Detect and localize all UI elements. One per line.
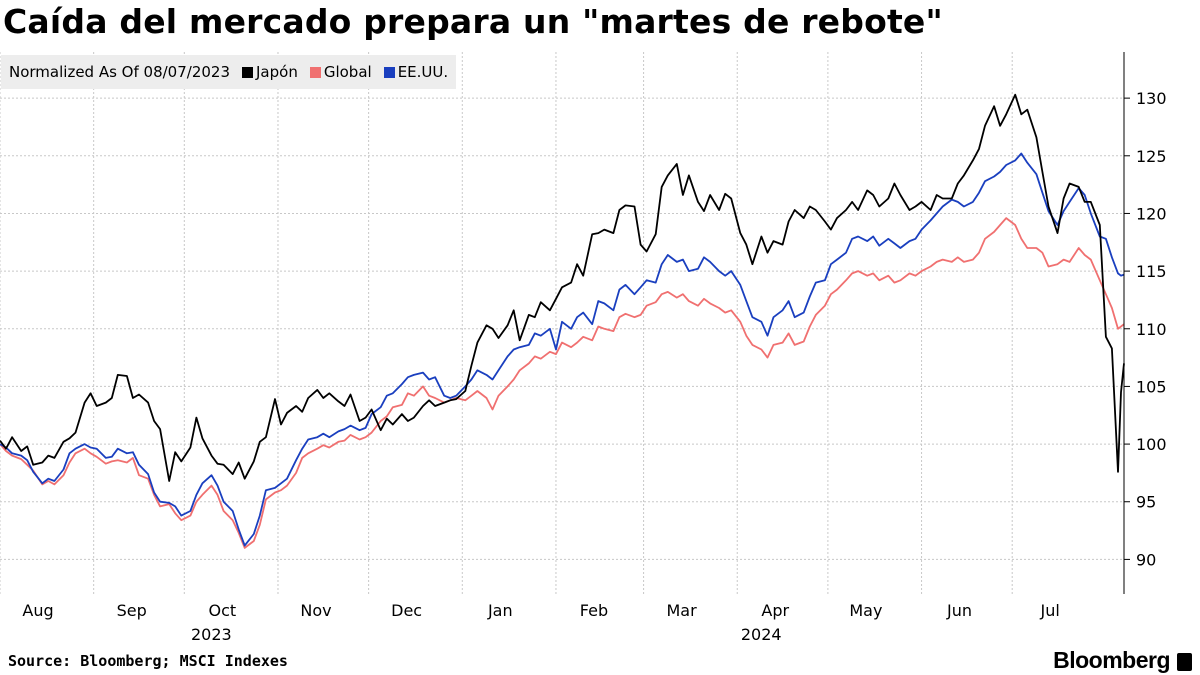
grid-layer bbox=[0, 52, 1124, 594]
x-tick-label-may: May bbox=[849, 601, 882, 620]
legend-label-eeuu: EE.UU. bbox=[397, 63, 449, 81]
terminal-icon bbox=[1177, 652, 1192, 671]
x-tick-label-aug: Aug bbox=[22, 601, 53, 620]
legend-swatch-eeuu bbox=[383, 66, 395, 78]
y-tick-label-115: 115 bbox=[1136, 262, 1167, 281]
y-tick-label-130: 130 bbox=[1136, 89, 1167, 108]
brand-wordmark: Bloomberg bbox=[1053, 647, 1170, 673]
x-tick-label-nov: Nov bbox=[300, 601, 331, 620]
x-tick-label-jul: Jul bbox=[1040, 601, 1060, 620]
x-tick-label-oct: Oct bbox=[208, 601, 236, 620]
source-note: Source: Bloomberg; MSCI Indexes bbox=[8, 652, 288, 670]
y-tick-label-90: 90 bbox=[1136, 550, 1156, 569]
y-tick-label-120: 120 bbox=[1136, 204, 1167, 223]
legend: Normalized As Of 08/07/2023 Japón Global… bbox=[1, 55, 457, 89]
series-line-japon bbox=[0, 93, 1125, 482]
brand-logo: Bloomberg bbox=[1053, 647, 1192, 674]
y-tick-label-125: 125 bbox=[1136, 147, 1167, 166]
series-line-global bbox=[0, 217, 1125, 549]
x-tick-label-sep: Sep bbox=[117, 601, 147, 620]
series-layer bbox=[0, 93, 1125, 549]
x-tick-label-jun: Jun bbox=[946, 601, 972, 620]
x-tick-label-jan: Jan bbox=[487, 601, 513, 620]
legend-label-japon: Japón bbox=[256, 63, 298, 81]
y-tick-label-105: 105 bbox=[1136, 377, 1167, 396]
chart-title: Caída del mercado prepara un "martes de … bbox=[3, 2, 943, 41]
x-tick-label-mar: Mar bbox=[666, 601, 697, 620]
legend-item-eeuu: EE.UU. bbox=[383, 63, 449, 81]
y-tick-label-95: 95 bbox=[1136, 493, 1156, 512]
legend-item-global: Global bbox=[309, 63, 372, 81]
x-tick-label-apr: Apr bbox=[761, 601, 789, 620]
legend-swatch-global bbox=[309, 66, 321, 78]
x-tick-label-feb: Feb bbox=[580, 601, 608, 620]
y-tick-label-100: 100 bbox=[1136, 435, 1167, 454]
year-label-2023: 2023 bbox=[191, 625, 232, 644]
axis-layer: 90 95 100 105 110 115 120 125 130 Aug Sep Oct Nov Dec… bbox=[22, 52, 1167, 644]
legend-swatch-japon bbox=[242, 66, 253, 78]
year-label-2024: 2024 bbox=[741, 625, 782, 644]
x-tick-label-dec: Dec bbox=[391, 601, 422, 620]
legend-label-global: Global bbox=[323, 63, 372, 81]
y-tick-label-110: 110 bbox=[1136, 320, 1167, 339]
legend-title: Normalized As Of 08/07/2023 bbox=[9, 63, 230, 81]
legend-item-japon: Japón bbox=[242, 63, 298, 81]
series-line-eeuu bbox=[0, 152, 1125, 547]
